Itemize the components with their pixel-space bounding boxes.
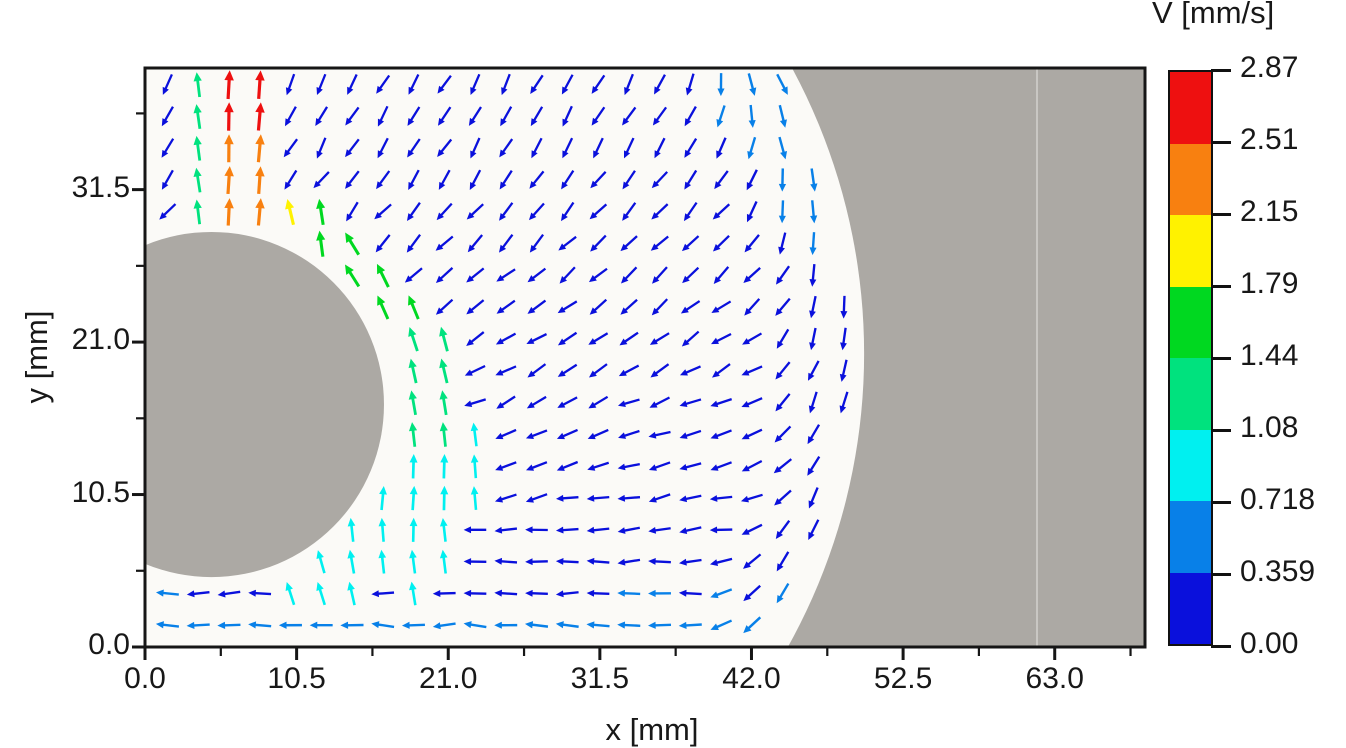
x-tick-label-0: 0.0 (124, 662, 166, 695)
colorbar-segment-5 (1170, 429, 1211, 501)
colorbar (1168, 70, 1213, 646)
colorbar-tick-8 (1211, 644, 1231, 648)
colorbar-segment-7 (1170, 572, 1211, 644)
colorbar-tick-label-0: 2.87 (1240, 51, 1299, 84)
colorbar-tick-4 (1211, 356, 1231, 360)
colorbar-tick-label-8: 0.00 (1240, 627, 1299, 660)
colorbar-tick-7 (1211, 572, 1231, 576)
colorbar-tick-label-4: 1.44 (1240, 339, 1299, 372)
colorbar-tick-0 (1211, 68, 1231, 72)
x-tick-label-5: 52.5 (873, 662, 933, 695)
colorbar-segment-0 (1170, 72, 1211, 144)
colorbar-segment-4 (1170, 358, 1211, 430)
colorbar-segment-2 (1170, 215, 1211, 287)
x-tick-label-1: 10.5 (267, 662, 326, 695)
y-tick-label-2: 21.0 (71, 323, 130, 357)
colorbar-tick-2 (1211, 212, 1231, 216)
colorbar-tick-5 (1211, 428, 1231, 432)
y-tick-label-3: 31.5 (71, 170, 130, 204)
x-tick-label-2: 21.0 (419, 662, 478, 695)
colorbar-tick-3 (1211, 284, 1231, 288)
colorbar-segment-6 (1170, 501, 1211, 573)
plot-border (143, 66, 1147, 649)
colorbar-tick-1 (1211, 140, 1231, 144)
colorbar-tick-label-1: 2.51 (1240, 123, 1299, 156)
colorbar-tick-label-3: 1.79 (1240, 267, 1299, 300)
x-tick-label-6: 63.0 (1025, 662, 1084, 695)
x-axis-label: x [mm] (605, 712, 699, 747)
vector-arrows (155, 70, 849, 634)
plot-area (145, 68, 1145, 647)
colorbar-tick-label-7: 0.359 (1240, 555, 1316, 588)
colorbar-segment-1 (1170, 143, 1211, 215)
obstacle-circle (145, 232, 384, 578)
y-tick-label-1: 10.5 (71, 475, 130, 509)
colorbar-tick-label-2: 2.15 (1240, 195, 1299, 228)
x-tick-label-3: 31.5 (570, 662, 630, 695)
x-tick-label-4: 42.0 (722, 662, 781, 695)
colorbar-segment-3 (1170, 286, 1211, 358)
colorbar-title: V [mm/s] (1152, 0, 1275, 30)
colorbar-tick-6 (1211, 500, 1231, 504)
y-tick-label-0: 0.0 (88, 628, 130, 661)
colorbar-tick-label-6: 0.718 (1240, 483, 1316, 516)
colorbar-tick-label-5: 1.08 (1240, 411, 1299, 444)
